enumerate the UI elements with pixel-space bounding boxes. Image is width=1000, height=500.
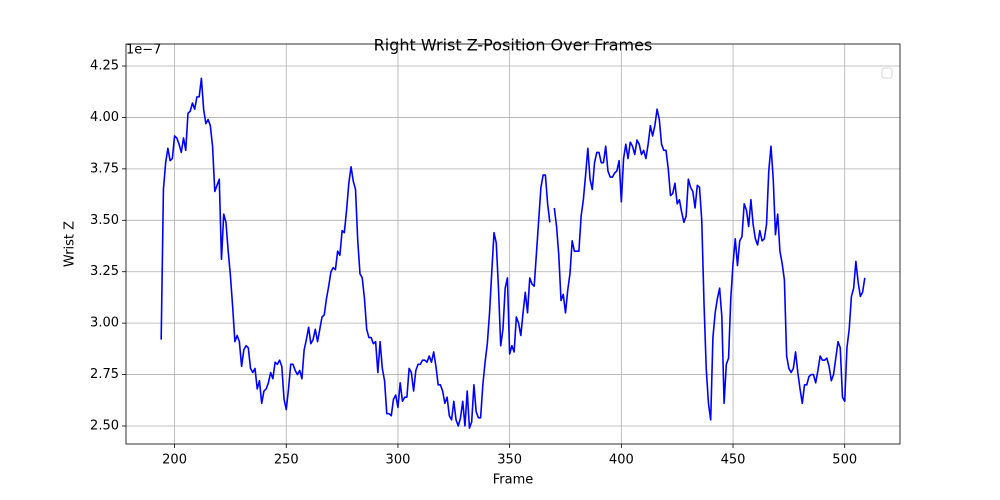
- y-tick-label: 3.25: [90, 264, 119, 279]
- x-tick-label: 250: [274, 453, 299, 468]
- y-tick-label: 3.00: [90, 316, 119, 331]
- y-tick-label: 3.75: [90, 161, 119, 176]
- x-tick-label: 350: [497, 453, 522, 468]
- x-tick-label: 200: [162, 453, 187, 468]
- chart-title: Right Wrist Z-Position Over Frames: [374, 36, 653, 55]
- y-offset-label: 1e−7: [126, 43, 161, 58]
- y-tick-label: 2.50: [90, 419, 119, 434]
- data-line: [160, 77, 866, 429]
- y-tick-label: 2.75: [90, 367, 119, 382]
- x-tick-label: 400: [609, 453, 634, 468]
- y-axis-label: Wrist Z: [63, 221, 78, 267]
- legend-box: [881, 67, 893, 79]
- x-tick-label: 450: [721, 453, 746, 468]
- x-tick-label: 500: [832, 453, 857, 468]
- y-tick-label: 4.25: [90, 59, 119, 74]
- y-tick-label: 4.00: [90, 110, 119, 125]
- x-tick-label: 300: [386, 453, 411, 468]
- x-axis-label: Frame: [493, 473, 534, 488]
- axes-frame: [125, 43, 901, 445]
- y-tick-label: 3.50: [90, 213, 119, 228]
